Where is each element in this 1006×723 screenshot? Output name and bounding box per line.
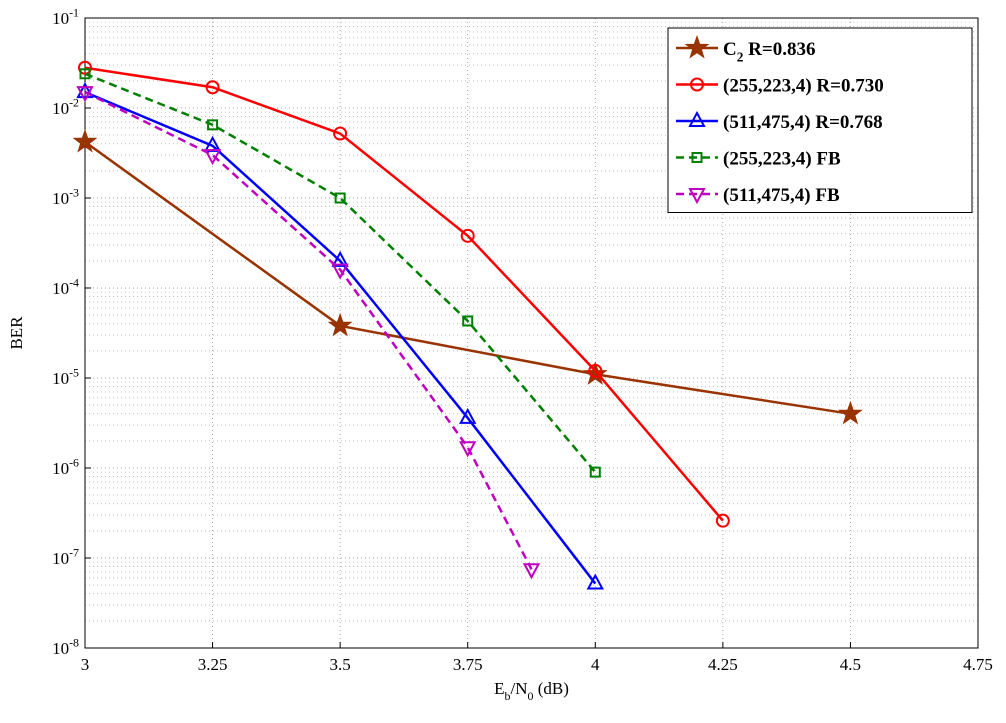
x-axis-label: Eb/N0 (dB) bbox=[494, 679, 569, 703]
y-tick-label: 10-8​ bbox=[52, 635, 79, 658]
series-line bbox=[84, 90, 597, 585]
legend-label: (511,475,4) FB bbox=[723, 185, 840, 206]
marker bbox=[327, 312, 353, 337]
y-tick-label: 10-2​ bbox=[52, 95, 79, 118]
marker bbox=[586, 573, 604, 590]
marker bbox=[688, 188, 706, 205]
marker bbox=[333, 126, 348, 141]
y-tick-label: 10-3​ bbox=[52, 185, 79, 208]
x-tick-label: 4.5 bbox=[840, 655, 861, 674]
marker bbox=[331, 263, 349, 280]
marker bbox=[76, 86, 94, 103]
y-axis-label: BER bbox=[7, 316, 26, 350]
legend-label: (255,223,4) R=0.730 bbox=[723, 76, 884, 97]
marker bbox=[460, 228, 475, 243]
series-line bbox=[84, 140, 851, 416]
marker bbox=[78, 60, 92, 75]
marker bbox=[331, 250, 349, 267]
series-line bbox=[84, 66, 724, 522]
x-tick-label: 4.25 bbox=[708, 655, 738, 674]
marker bbox=[79, 68, 91, 80]
legend-label: (255,223,4) FB bbox=[723, 149, 841, 170]
marker bbox=[522, 563, 541, 580]
marker bbox=[838, 400, 863, 425]
marker bbox=[690, 77, 704, 92]
marker bbox=[688, 110, 706, 127]
marker bbox=[207, 119, 219, 131]
x-tick-label: 4.75 bbox=[963, 655, 993, 674]
series-line bbox=[84, 72, 597, 473]
x-tick-label: 3.5 bbox=[330, 655, 351, 674]
marker bbox=[691, 152, 703, 163]
marker bbox=[684, 34, 710, 59]
marker bbox=[589, 466, 601, 478]
series-line bbox=[84, 91, 533, 570]
y-tick-label: 10-4​ bbox=[52, 275, 79, 298]
marker bbox=[588, 363, 603, 378]
plot-frame bbox=[84, 17, 979, 649]
marker bbox=[76, 82, 94, 99]
marker bbox=[334, 192, 346, 204]
marker bbox=[715, 513, 730, 528]
marker bbox=[582, 361, 608, 385]
y-tick-label: 10-7​ bbox=[52, 545, 79, 568]
marker bbox=[72, 128, 98, 153]
legend-label: C2 R=0.836 bbox=[723, 39, 815, 65]
x-tick-label: 3 bbox=[81, 655, 90, 674]
marker bbox=[205, 80, 220, 95]
marker bbox=[462, 315, 474, 327]
y-tick-label: 10-5​ bbox=[52, 365, 79, 388]
marker bbox=[459, 441, 477, 458]
x-tick-label: 3.75 bbox=[453, 655, 483, 674]
marker bbox=[459, 407, 477, 424]
x-tick-label: 4 bbox=[591, 655, 600, 674]
y-tick-label: 10-1​ bbox=[52, 5, 79, 28]
legend-label: (511,475,4) R=0.768 bbox=[723, 112, 883, 133]
y-tick-label: 10-6​ bbox=[52, 455, 79, 478]
marker bbox=[203, 149, 222, 166]
legend-box bbox=[667, 27, 973, 213]
x-tick-label: 3.25 bbox=[198, 655, 228, 674]
